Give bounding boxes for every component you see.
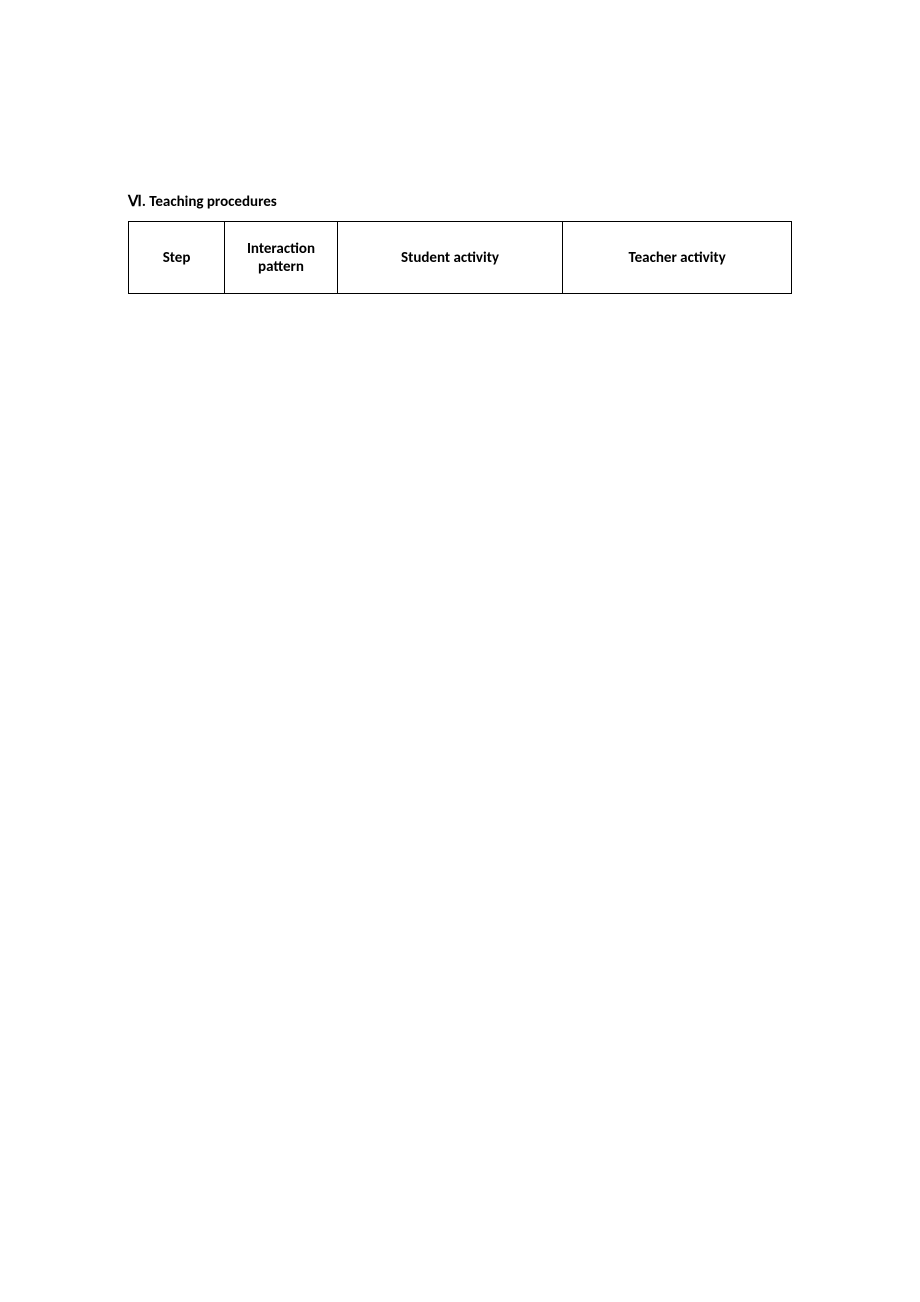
column-header-student-activity: Student activity	[337, 222, 562, 294]
column-header-interaction-pattern: Interaction pattern	[225, 222, 338, 294]
table-header-row: Step Interaction pattern Student activit…	[129, 222, 792, 294]
section-heading: Ⅵ. Teaching procedures	[128, 192, 792, 211]
procedures-table: Step Interaction pattern Student activit…	[128, 221, 792, 294]
page-content: Ⅵ. Teaching procedures Step Interaction …	[0, 0, 920, 294]
column-header-teacher-activity: Teacher activity	[563, 222, 792, 294]
column-header-step: Step	[129, 222, 225, 294]
